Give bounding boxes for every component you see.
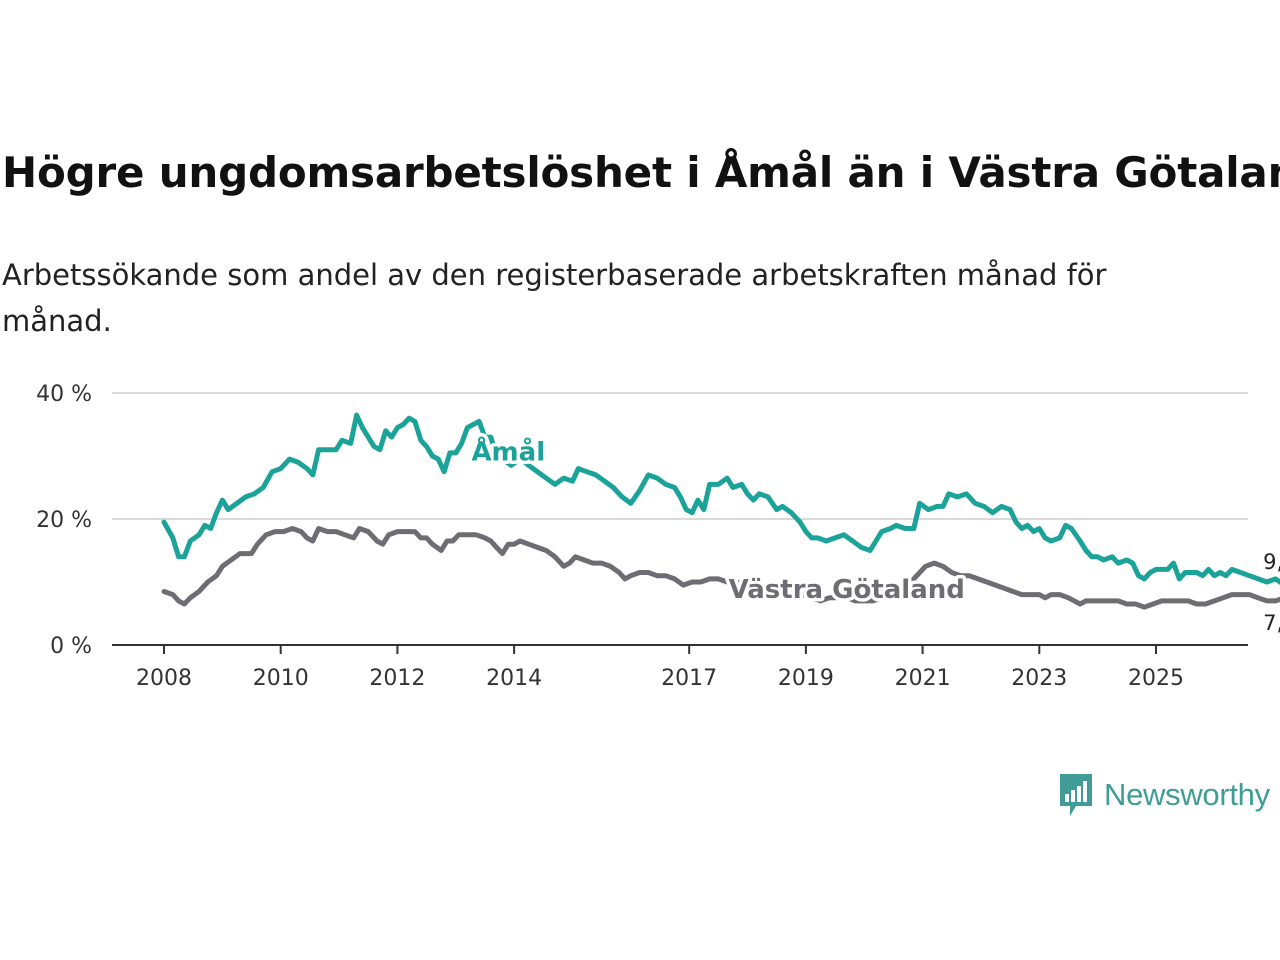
x-tick-label: 2014 [486, 666, 542, 691]
series-label-amal: Åmål [471, 435, 545, 467]
x-tick-label: 2012 [369, 666, 425, 691]
grid-lines [112, 392, 1248, 520]
chart-subtitle: Arbetssökande som andel av den registerb… [2, 258, 1107, 338]
y-tick-label: 20 % [36, 508, 92, 533]
series-label-vastra-gotaland: Västra Götaland [729, 575, 965, 605]
y-tick-label: 40 % [36, 382, 92, 407]
series-line-vastra-gotaland [161, 526, 1280, 610]
bar-chart-speech-icon [1060, 774, 1092, 816]
end-value-label-amal: 9,7 % [1263, 550, 1280, 574]
x-tick-label: 2021 [895, 666, 951, 691]
newsworthy-logo: Newsworthy [1058, 772, 1270, 818]
brand-name: Newsworthy [1104, 777, 1270, 812]
x-tick-label: 2019 [778, 666, 834, 691]
axes: 0 % 20 % 40 % 2008 2010 2012 2014 2017 2019 2021 2… [36, 382, 1248, 691]
series-labels: Åmål Västra Götaland 9,7 % 7,5 % [468, 432, 1280, 637]
x-tick-label: 2010 [253, 666, 309, 691]
x-tick-label: 2023 [1011, 666, 1067, 691]
x-tick-label: 2017 [661, 666, 717, 691]
y-tick-label: 0 % [50, 634, 92, 659]
x-tick-label: 2008 [136, 666, 192, 691]
series-lines [161, 412, 1280, 610]
x-tick-label: 2025 [1128, 666, 1184, 691]
end-value-label-vastra-gotaland: 7,5 % [1263, 611, 1280, 635]
chart-title: Högre ungdomsarbetslöshet i Åmål än i Vä… [2, 148, 1280, 197]
series-line-amal [161, 412, 1280, 586]
